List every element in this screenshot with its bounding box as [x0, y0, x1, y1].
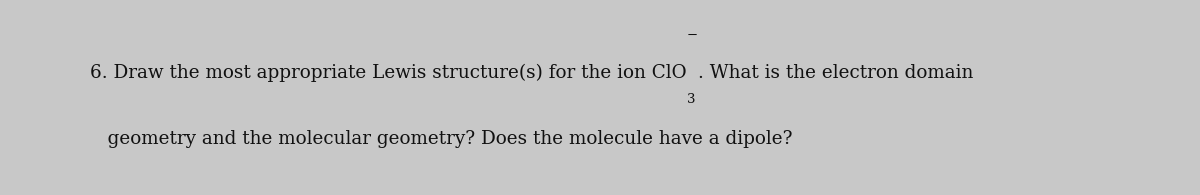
Text: −: − [686, 29, 697, 42]
Text: geometry and the molecular geometry? Does the molecule have a dipole?: geometry and the molecular geometry? Doe… [90, 130, 792, 148]
Text: . What is the electron domain: . What is the electron domain [697, 64, 973, 82]
Text: 3: 3 [686, 93, 695, 106]
Text: 6. Draw the most appropriate Lewis structure(s) for the ion ClO: 6. Draw the most appropriate Lewis struc… [90, 64, 686, 82]
